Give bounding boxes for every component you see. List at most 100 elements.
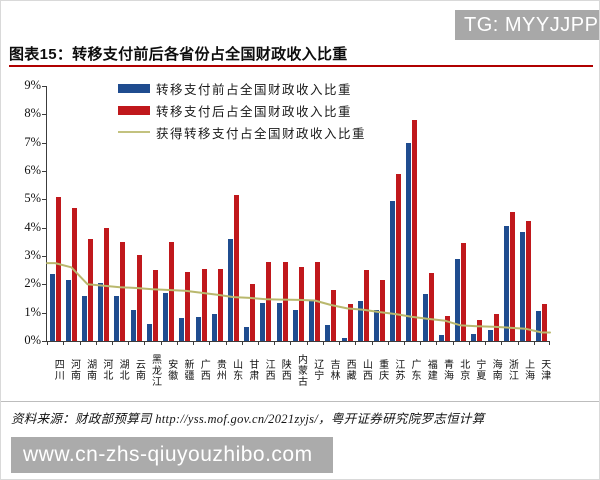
x-axis-label-新疆: 新疆 (181, 359, 193, 381)
bar-group-广东 (404, 86, 420, 341)
x-axis-tick (371, 341, 373, 345)
y-axis-label: 7% (24, 134, 41, 149)
x-axis-label-甘肃: 甘肃 (246, 359, 258, 381)
legend-item-after-transfer: 转移支付后占全国财政收入比重 (118, 99, 366, 121)
chart-plot-area: 转移支付前占全国财政收入比重 转移支付后占全国财政收入比重 获得转移支付占全国财… (24, 78, 551, 347)
x-axis-label-安徽: 安徽 (165, 359, 177, 381)
legend-swatch-red (118, 105, 150, 115)
y-axis-label: 1% (24, 304, 41, 319)
bar-before-transfer (276, 302, 282, 341)
y-axis-label: 5% (24, 191, 41, 206)
bar-group-黑龙江 (144, 86, 160, 341)
x-axis-tick (420, 341, 422, 345)
bar-after-transfer (412, 120, 418, 341)
legend-item-before-transfer: 转移支付前占全国财政收入比重 (118, 77, 366, 99)
bar-before-transfer (519, 231, 525, 341)
bar-after-transfer (525, 220, 531, 341)
bar-before-transfer (390, 200, 396, 341)
x-axis-tick (225, 341, 227, 345)
x-axis-label-西藏: 西藏 (344, 359, 356, 381)
x-axis-label-北京: 北京 (457, 359, 469, 381)
x-axis-label-湖北: 湖北 (117, 359, 129, 381)
bar-group-内蒙古 (290, 86, 306, 341)
bar-group-甘肃 (242, 86, 258, 341)
y-axis-tick (42, 284, 46, 286)
x-axis-label-广西: 广西 (198, 359, 210, 381)
bar-before-transfer (163, 292, 169, 341)
x-axis-tick (404, 341, 405, 345)
x-axis-labels: 四川 河南 湖南 河北 湖北 云南 黑龙江 安徽 新疆 广西 贵州 山东 甘肃 江西 陕西 内蒙古 辽宁 吉林 西藏… (46, 347, 550, 393)
bar-group-山西 (355, 86, 371, 341)
y-axis-tick (42, 171, 46, 172)
x-axis-label-吉林: 吉林 (327, 359, 339, 381)
bar-before-transfer (98, 282, 104, 341)
x-axis-tick (468, 341, 470, 345)
bar-before-transfer (244, 326, 250, 341)
bar-before-transfer (179, 318, 185, 341)
data-source-note: 资料来源：财政部预算司 http://yss.mof.gov.cn/2021zy… (11, 412, 485, 426)
x-axis-label-陕西: 陕西 (279, 359, 291, 381)
x-axis-label-重庆: 重庆 (376, 359, 388, 381)
bar-group-浙江 (501, 86, 517, 341)
x-axis-tick (290, 341, 292, 345)
bar-after-transfer (347, 304, 353, 341)
legend-label: 转移支付前占全国财政收入比重 (156, 82, 353, 97)
x-axis-tick (533, 341, 535, 345)
y-axis-tick (42, 199, 46, 201)
x-axis-label-云南: 云南 (133, 359, 145, 381)
bar-after-transfer (461, 243, 467, 341)
y-axis-tick (42, 256, 46, 257)
bar-group-江西 (258, 86, 274, 341)
bar-before-transfer (471, 333, 477, 341)
x-axis-tick (436, 341, 438, 345)
bar-after-transfer (185, 271, 191, 341)
bar-after-transfer (217, 268, 223, 341)
x-axis-tick (485, 341, 487, 345)
bar-before-transfer (406, 142, 412, 341)
x-axis-label-青海: 青海 (441, 359, 453, 381)
x-axis-label-宁夏: 宁夏 (473, 359, 485, 381)
x-axis-tick (452, 341, 454, 345)
legend-item-transfer-received: 获得转移支付占全国财政收入比重 (118, 121, 366, 143)
x-axis-tick (241, 341, 243, 345)
bar-after-transfer (71, 207, 77, 341)
line-series-path (46, 262, 551, 334)
bar-before-transfer (325, 325, 331, 341)
legend-label: 获得转移支付占全国财政收入比重 (156, 126, 367, 141)
x-axis-tick (387, 341, 389, 345)
bar-group-湖南 (79, 86, 95, 341)
bar-after-transfer (298, 267, 304, 341)
y-axis-label: 6% (24, 163, 41, 177)
bar-before-transfer (65, 280, 71, 341)
bar-group-上海 (517, 86, 533, 341)
bar-before-transfer (455, 258, 461, 341)
x-axis-tick (274, 341, 276, 345)
bar-group-安徽 (161, 86, 177, 341)
bar-group-北京 (452, 86, 468, 341)
bar-after-transfer (542, 304, 548, 341)
bar-before-transfer (195, 316, 201, 341)
bar-group-贵州 (209, 86, 225, 341)
bar-group-广西 (193, 86, 209, 341)
bar-group-四川 (47, 86, 63, 341)
x-axis-tick (63, 341, 65, 345)
chart-title: 图表15：转移支付前后各省份占全国财政收入比重 (9, 46, 348, 63)
y-axis-tick (42, 86, 46, 87)
bar-group-山东 (225, 86, 241, 341)
bar-after-transfer (282, 261, 288, 341)
bar-after-transfer (152, 270, 158, 341)
bar-after-transfer (477, 319, 483, 341)
x-axis-label-江西: 江西 (263, 359, 275, 381)
x-axis-label-广东: 广东 (409, 359, 421, 381)
y-axis-tick (42, 227, 46, 229)
bar-before-transfer (503, 226, 509, 341)
bar-after-transfer (250, 284, 256, 341)
bar-after-transfer (266, 261, 272, 341)
bar-group-宁夏 (469, 86, 485, 341)
bar-before-transfer (260, 302, 266, 341)
bar-after-transfer (169, 241, 175, 341)
y-axis-label: 0% (24, 333, 41, 347)
bar-after-transfer (428, 273, 434, 341)
x-axis-tick (501, 341, 503, 345)
